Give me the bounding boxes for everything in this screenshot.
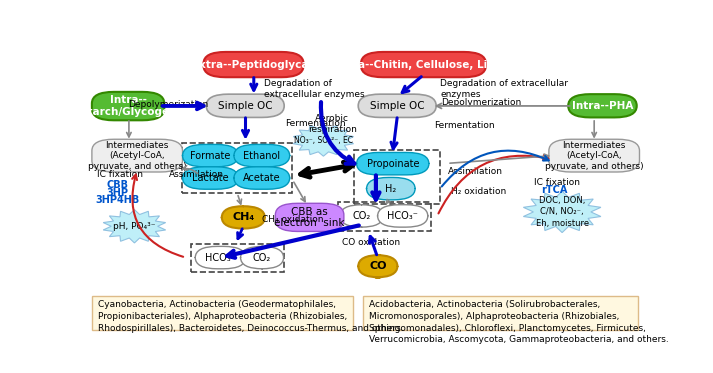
FancyBboxPatch shape — [234, 144, 289, 167]
Text: CO: CO — [369, 261, 386, 271]
FancyBboxPatch shape — [183, 144, 238, 167]
Polygon shape — [293, 124, 354, 156]
FancyBboxPatch shape — [195, 247, 245, 269]
Text: HCO₃⁻: HCO₃⁻ — [205, 253, 236, 263]
Polygon shape — [523, 191, 601, 233]
Text: CBB: CBB — [107, 180, 129, 190]
Text: Acetate: Acetate — [243, 173, 281, 183]
Text: Assimilation: Assimilation — [169, 170, 224, 179]
Text: Degradation of
extracellular enzymes: Degradation of extracellular enzymes — [264, 79, 364, 99]
Text: Simple OC: Simple OC — [218, 101, 272, 111]
Text: CH₄ oxidation: CH₄ oxidation — [262, 215, 323, 224]
Text: Simple OC: Simple OC — [370, 101, 424, 111]
Text: 3HP: 3HP — [107, 188, 129, 198]
Text: CO₂: CO₂ — [352, 211, 371, 221]
Text: Ethanol: Ethanol — [243, 151, 280, 161]
Text: Intermediates
(Acetyl-CoA,
pyruvate, and others): Intermediates (Acetyl-CoA, pyruvate, and… — [545, 141, 644, 170]
FancyBboxPatch shape — [234, 167, 289, 189]
FancyBboxPatch shape — [275, 203, 344, 231]
Text: Depolymerization: Depolymerization — [441, 98, 522, 107]
Text: NO₃⁻, SO₄²⁻, EC: NO₃⁻, SO₄²⁻, EC — [294, 136, 353, 145]
Text: Depolymerization: Depolymerization — [128, 100, 208, 109]
Text: CH₄: CH₄ — [232, 212, 255, 222]
Text: HCO₃⁻: HCO₃⁻ — [387, 211, 418, 221]
FancyBboxPatch shape — [358, 255, 397, 278]
Text: Cyanobacteria, Actinobacteria (Geodermatophilales,
Propionibacteriales), Alphapr: Cyanobacteria, Actinobacteria (Geodermat… — [98, 300, 404, 333]
Text: DOC, DON,
C/N, NO₂⁻,
Eh, moisture: DOC, DON, C/N, NO₂⁻, Eh, moisture — [535, 196, 589, 228]
FancyBboxPatch shape — [366, 178, 415, 200]
FancyBboxPatch shape — [206, 94, 284, 117]
Text: IC fixation: IC fixation — [96, 170, 143, 179]
Text: CO oxidation: CO oxidation — [342, 238, 400, 247]
Text: Intra--PHA: Intra--PHA — [572, 101, 633, 111]
FancyBboxPatch shape — [363, 296, 638, 330]
FancyBboxPatch shape — [549, 139, 640, 172]
Text: Degradation of extracellular
enzymes: Degradation of extracellular enzymes — [440, 79, 568, 99]
FancyBboxPatch shape — [93, 296, 353, 330]
FancyBboxPatch shape — [92, 92, 164, 120]
FancyBboxPatch shape — [183, 167, 238, 189]
FancyBboxPatch shape — [92, 139, 183, 172]
Text: Extra--Peptidoglycan: Extra--Peptidoglycan — [192, 60, 315, 70]
Text: Aerobic
respiration: Aerobic respiration — [308, 114, 356, 134]
Text: Acidobacteria, Actinobacteria (Solirubrobacterales,
Micromonosporales), Alphapro: Acidobacteria, Actinobacteria (Solirubro… — [369, 300, 669, 345]
Bar — [191, 244, 284, 272]
Text: Fermentation: Fermentation — [434, 121, 495, 130]
FancyBboxPatch shape — [340, 205, 383, 227]
Text: IC fixation: IC fixation — [534, 178, 580, 187]
Bar — [338, 203, 431, 231]
FancyBboxPatch shape — [358, 94, 436, 117]
Bar — [182, 143, 292, 193]
Text: Lactate: Lactate — [192, 173, 229, 183]
Text: Propoinate: Propoinate — [366, 159, 419, 169]
Text: H₂: H₂ — [385, 184, 396, 194]
Text: CO₂: CO₂ — [253, 253, 271, 263]
FancyBboxPatch shape — [378, 205, 428, 227]
Text: Intermediates
(Acetyl-CoA,
pyruvate, and others): Intermediates (Acetyl-CoA, pyruvate, and… — [88, 141, 187, 170]
Polygon shape — [103, 210, 165, 243]
Text: Intra--
Starch/Glycogen: Intra-- Starch/Glycogen — [80, 95, 176, 117]
Text: H₂ oxidation: H₂ oxidation — [451, 187, 506, 196]
Text: pH, PO₄³⁻: pH, PO₄³⁻ — [113, 222, 155, 231]
Text: Formate: Formate — [190, 151, 230, 161]
FancyBboxPatch shape — [361, 52, 486, 77]
FancyBboxPatch shape — [568, 94, 637, 117]
Text: Extra--Chitin, Cellulose, Lignin: Extra--Chitin, Cellulose, Lignin — [334, 60, 513, 70]
Text: rTCA: rTCA — [541, 185, 568, 195]
Text: Fermentation: Fermentation — [285, 119, 346, 128]
FancyBboxPatch shape — [203, 52, 304, 77]
Text: 3HP4HB: 3HP4HB — [96, 195, 140, 206]
Bar — [354, 150, 440, 204]
FancyBboxPatch shape — [240, 247, 284, 269]
FancyBboxPatch shape — [356, 153, 429, 175]
Text: CBB as
electron  sink: CBB as electron sink — [275, 207, 345, 228]
Text: Assimilation: Assimilation — [448, 167, 503, 176]
FancyBboxPatch shape — [222, 206, 265, 229]
